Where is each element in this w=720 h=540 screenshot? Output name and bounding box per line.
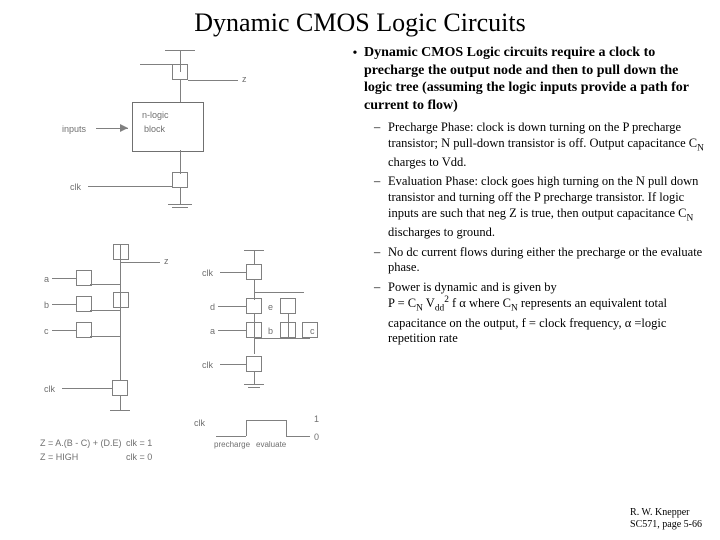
sub-bullet-3: – No dc current flows during either the … <box>374 245 706 276</box>
clk0: clk = 0 <box>126 452 152 462</box>
circuit-diagrams: z inputs n-logic block clk a b c <box>10 44 340 474</box>
text-column: • Dynamic CMOS Logic circuits require a … <box>340 44 706 474</box>
clk-rt-top: clk <box>202 268 213 278</box>
main-bullet-text: Dynamic CMOS Logic circuits require a cl… <box>364 44 706 114</box>
inputs-label: inputs <box>62 124 86 134</box>
lbl-a2: a <box>210 326 215 336</box>
wave-0: 0 <box>314 432 319 442</box>
dash-icon: – <box>374 245 388 276</box>
clk-bottom-left: clk <box>44 384 55 394</box>
sub1-text: Precharge Phase: clock is down turning o… <box>388 120 697 150</box>
sub3-text: No dc current flows during either the pr… <box>388 245 706 276</box>
lbl-d: d <box>210 302 215 312</box>
clk-rt-bot: clk <box>202 360 213 370</box>
lbl-c: c <box>44 326 49 336</box>
footer: R. W. Knepper SC571, page 5-66 <box>630 507 702 530</box>
power-a: P = C <box>388 297 416 311</box>
lbl-e-r1: e <box>268 302 273 312</box>
sub-bullet-2: – Evaluation Phase: clock goes high turn… <box>374 174 706 240</box>
footer-page: SC571, page 5-66 <box>630 519 702 531</box>
z-left: z <box>164 256 169 266</box>
dash-icon: – <box>374 280 388 347</box>
sub4-text: Power is dynamic and is given by <box>388 280 557 294</box>
z-label-top: z <box>242 74 247 84</box>
power-b: V <box>423 297 435 311</box>
diagram-area: z inputs n-logic block clk a b c <box>10 44 340 474</box>
sub-bullet-1: – Precharge Phase: clock is down turning… <box>374 120 706 170</box>
content-row: z inputs n-logic block clk a b c <box>0 44 720 474</box>
power-c: f α where C <box>449 297 511 311</box>
lbl-b: b <box>44 300 49 310</box>
sub-bullet-list: – Precharge Phase: clock is down turning… <box>346 120 706 347</box>
dash-icon: – <box>374 174 388 240</box>
clk-label-top: clk <box>70 182 81 192</box>
slide-title: Dynamic CMOS Logic Circuits <box>0 0 720 44</box>
main-bullet-row: • Dynamic CMOS Logic circuits require a … <box>346 44 706 114</box>
block-label: block <box>144 124 165 134</box>
wave-precharge: precharge <box>214 440 250 449</box>
dash-icon: – <box>374 120 388 170</box>
nlogic-label: n-logic <box>142 110 169 120</box>
zhigh: Z = HIGH <box>40 452 78 462</box>
wave-1: 1 <box>314 414 319 424</box>
bullet-icon: • <box>346 44 364 63</box>
sub1-tail: charges to Vdd. <box>388 155 466 169</box>
sub-bullet-4: – Power is dynamic and is given by P = C… <box>374 280 706 347</box>
clk1: clk = 1 <box>126 438 152 448</box>
lbl-b2: b <box>268 326 273 336</box>
logic-eq: Z = A.(B - C) + (D.E) <box>40 438 122 448</box>
sub2-text: Evaluation Phase: clock goes high turnin… <box>388 174 698 219</box>
wave-evaluate: evaluate <box>256 440 286 449</box>
lbl-a: a <box>44 274 49 284</box>
sub2-tail: discharges to ground. <box>388 225 495 239</box>
footer-author: R. W. Knepper <box>630 507 702 519</box>
wave-clk: clk <box>194 418 205 428</box>
